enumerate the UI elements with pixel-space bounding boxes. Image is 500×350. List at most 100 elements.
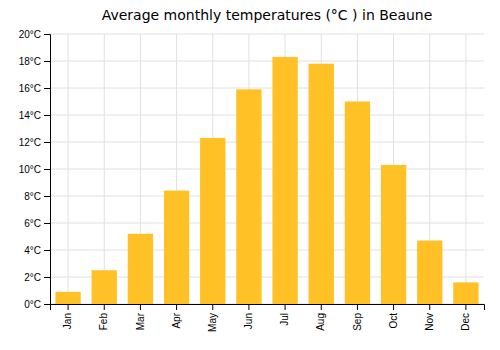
- bar: [272, 57, 297, 304]
- x-tick: Apr: [171, 304, 182, 329]
- y-tick-label: 8°C: [24, 191, 41, 202]
- y-tick-mark: [44, 223, 50, 224]
- x-tick: Jun: [243, 304, 254, 329]
- x-tick-mark: [321, 304, 322, 310]
- x-tick-mark: [393, 304, 394, 310]
- bar: [92, 270, 117, 304]
- x-tick-mark: [357, 304, 358, 310]
- grid-line-y: [50, 88, 484, 89]
- y-tick-label: 12°C: [19, 137, 41, 148]
- y-tick-mark: [44, 88, 50, 89]
- y-tick-mark: [44, 34, 50, 35]
- x-tick: May: [207, 304, 218, 332]
- x-tick: Sep: [352, 304, 363, 331]
- y-tick-mark: [44, 304, 50, 305]
- grid-line-y: [50, 34, 484, 35]
- bar: [381, 165, 406, 304]
- x-tick-label: Dec: [460, 313, 471, 331]
- y-tick-mark: [44, 196, 50, 197]
- grid-line-y: [50, 169, 484, 170]
- grid-line-x: [465, 34, 466, 304]
- y-tick: 20°C: [19, 29, 50, 40]
- grid-line-x: [104, 34, 105, 304]
- chart-container: 0°C 2°C 4°C 6°C 8°C 10°C 12°C 14°C 16°C 18°C 20°C J…: [0, 0, 500, 350]
- y-tick: 12°C: [19, 137, 50, 148]
- y-tick: 4°C: [24, 245, 50, 256]
- y-tick: 8°C: [24, 191, 50, 202]
- x-tick: Feb: [98, 304, 109, 330]
- x-tick: Dec: [460, 304, 471, 331]
- y-tick-mark: [44, 250, 50, 251]
- x-tick-label: Mar: [135, 312, 146, 330]
- y-tick-label: 2°C: [24, 272, 41, 283]
- bar: [200, 138, 225, 304]
- y-tick-mark: [44, 142, 50, 143]
- chart-svg: 0°C 2°C 4°C 6°C 8°C 10°C 12°C 14°C 16°C 18°C 20°C J…: [0, 0, 500, 350]
- x-tick-mark: [429, 304, 430, 310]
- y-tick: 0°C: [24, 299, 50, 310]
- grid-line-y: [50, 142, 484, 143]
- grid-line-x: [68, 34, 69, 304]
- x-tick: Aug: [315, 304, 326, 331]
- x-tick-label: Sep: [352, 313, 363, 331]
- x-tick-mark: [212, 304, 213, 310]
- x-tick-mark: [248, 304, 249, 310]
- y-tick: 2°C: [24, 272, 50, 283]
- bar: [164, 191, 189, 304]
- y-tick: 16°C: [19, 83, 50, 94]
- x-tick-mark: [176, 304, 177, 310]
- y-tick: 10°C: [19, 164, 50, 175]
- x-tick-label: Apr: [171, 312, 182, 328]
- x-tick-mark: [465, 304, 466, 310]
- x-tick-label: Oct: [388, 313, 399, 329]
- y-axis: 0°C 2°C 4°C 6°C 8°C 10°C 12°C 14°C 16°C 18°C 20°C: [19, 29, 51, 310]
- bar: [417, 241, 442, 304]
- y-tick-mark: [44, 277, 50, 278]
- title: Average monthly temperatures (°C ) in Be…: [102, 7, 433, 23]
- bar: [55, 292, 80, 304]
- x-tick-mark: [285, 304, 286, 310]
- grid-line-y: [50, 115, 484, 116]
- bar: [236, 89, 261, 304]
- x-tick-label: Aug: [315, 313, 326, 331]
- y-tick-mark: [44, 61, 50, 62]
- y-tick-label: 6°C: [24, 218, 41, 229]
- x-axis-line: [51, 305, 485, 311]
- x-tick: Nov: [424, 304, 435, 331]
- y-tick: 14°C: [19, 110, 50, 121]
- y-tick-label: 0°C: [24, 299, 41, 310]
- grid-line-y: [50, 61, 484, 62]
- x-tick-mark: [104, 304, 105, 310]
- y-tick-label: 14°C: [19, 110, 41, 121]
- y-tick: 6°C: [24, 218, 50, 229]
- x-tick: Oct: [388, 304, 399, 329]
- bars: [55, 57, 478, 304]
- y-tick-label: 18°C: [19, 56, 41, 67]
- y-tick-label: 10°C: [19, 164, 41, 175]
- plot-area: 0°C 2°C 4°C 6°C 8°C 10°C 12°C 14°C 16°C 18°C 20°C J…: [19, 29, 485, 332]
- y-tick-mark: [44, 169, 50, 170]
- bar: [453, 282, 478, 304]
- x-tick-label: May: [207, 313, 218, 332]
- x-tick: Mar: [135, 304, 146, 330]
- y-tick: 18°C: [19, 56, 50, 67]
- bar: [128, 234, 153, 304]
- x-tick-mark: [140, 304, 141, 310]
- bar: [309, 64, 334, 304]
- grid-line-y: [50, 196, 484, 197]
- x-axis: Jan Feb Mar Apr May Jun Jul Aug Sep Oct Nov Dec: [51, 304, 485, 332]
- grid: [50, 34, 484, 304]
- x-tick: Jul: [279, 304, 290, 326]
- y-axis-line: [44, 35, 51, 305]
- x-tick-label: Feb: [98, 313, 109, 331]
- x-tick: Jan: [62, 304, 73, 329]
- x-tick-label: Nov: [424, 313, 435, 331]
- x-tick-label: Jul: [279, 313, 290, 326]
- y-tick-label: 4°C: [24, 245, 41, 256]
- x-tick-label: Jan: [62, 313, 73, 329]
- x-tick-mark: [68, 304, 69, 310]
- y-tick-label: 20°C: [19, 29, 41, 40]
- grid-line-y: [50, 223, 484, 224]
- y-tick-mark: [44, 115, 50, 116]
- y-tick-label: 16°C: [19, 83, 41, 94]
